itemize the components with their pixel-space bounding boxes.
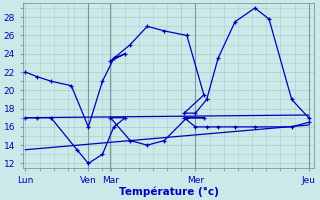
X-axis label: Température (°c): Température (°c) (118, 186, 219, 197)
